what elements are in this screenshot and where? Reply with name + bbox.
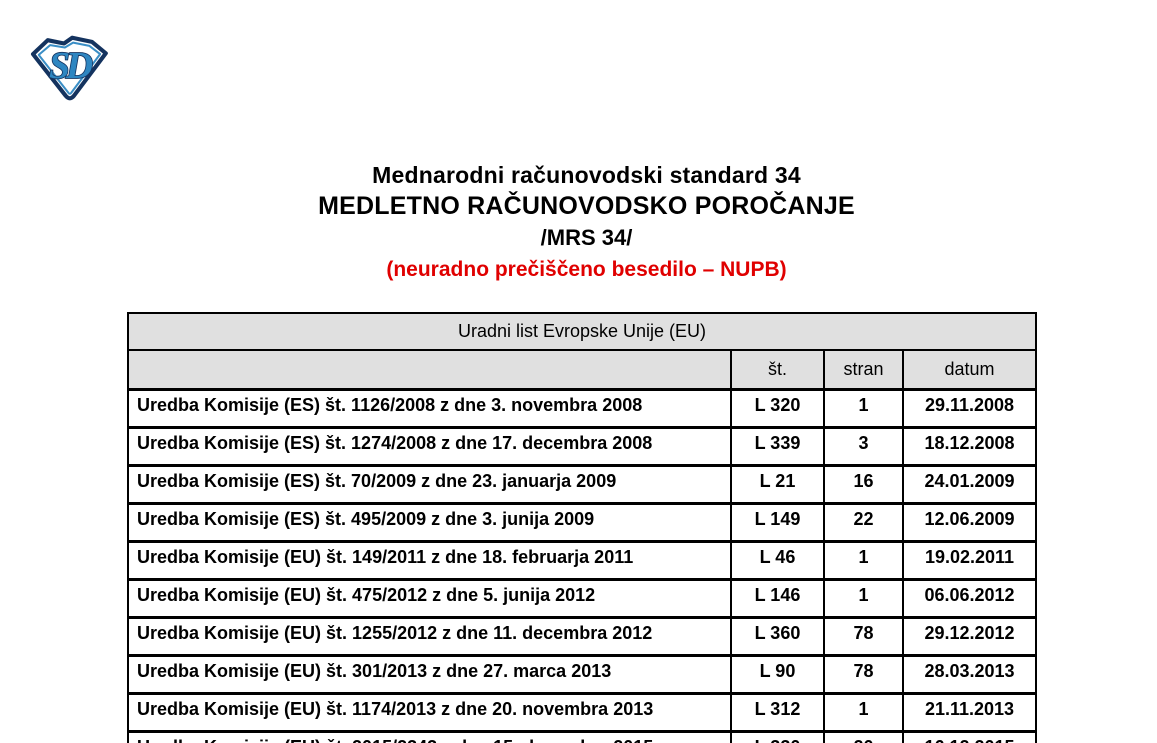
shield-inner-line [37, 41, 102, 95]
cell-datum: 06.06.2012 [901, 577, 1038, 619]
cell-datum: 29.11.2008 [901, 387, 1038, 429]
cell-stran: 1 [823, 539, 904, 581]
document-title-line2: MEDLETNO RAČUNOVODSKO POROČANJE [318, 192, 855, 220]
column-header-st: št. [730, 349, 825, 390]
cell-act: Uredba Komisije (ES) št. 1126/2008 z dne… [127, 387, 732, 429]
cell-st: L 360 [730, 615, 825, 657]
document-title-line3: /MRS 34/ [540, 225, 633, 250]
cell-datum: 29.12.2012 [901, 615, 1038, 657]
document-subtitle: (neuradno prečiščeno besedilo – NUPB) [386, 258, 787, 281]
cell-act: Uredba Komisije (EU) št. 1255/2012 z dne… [127, 615, 732, 657]
cell-act: Uredba Komisije (ES) št. 70/2009 z dne 2… [127, 463, 732, 505]
column-header-datum: datum [901, 349, 1038, 390]
table-caption-row: Uradni list Evropske Unije (EU) [126, 312, 1038, 351]
cell-datum: 18.12.2008 [901, 425, 1038, 467]
cell-stran: 22 [823, 501, 904, 543]
column-header-act [127, 349, 732, 390]
table-column-header-row: št. stran datum [127, 349, 1038, 390]
shield-shape [30, 35, 108, 101]
cell-datum: 16.12.2015 [901, 729, 1038, 743]
cell-st: L 46 [730, 539, 825, 581]
cell-act: Uredba Komisije (EU) št. 149/2011 z dne … [127, 539, 732, 581]
table-row: Uredba Komisije (EU) št. 475/2012 z dne … [127, 577, 1038, 619]
table-row: Uredba Komisije (EU) št. 149/2011 z dne … [127, 539, 1038, 581]
table-row: Uredba Komisije (EU) št. 2015/2343 z dne… [127, 729, 1038, 743]
cell-datum: 12.06.2009 [901, 501, 1038, 543]
table-row: Uredba Komisije (ES) št. 1274/2008 z dne… [127, 425, 1038, 467]
cell-st: L 312 [730, 691, 825, 733]
cell-stran: 78 [823, 653, 904, 695]
cell-datum: 19.02.2011 [901, 539, 1038, 581]
cell-datum: 21.11.2013 [901, 691, 1038, 733]
column-header-stran: stran [823, 349, 904, 390]
cell-st: L 90 [730, 653, 825, 695]
document-title-line1: Mednarodni računovodski standard 34 [372, 162, 801, 188]
cell-st: L 330 [730, 729, 825, 743]
official-journal-table: Uradni list Evropske Unije (EU) št. stra… [126, 312, 1038, 743]
cell-stran: 16 [823, 463, 904, 505]
cell-st: L 146 [730, 577, 825, 619]
cell-st: L 320 [730, 387, 825, 429]
cell-stran: 1 [823, 577, 904, 619]
cell-stran: 78 [823, 615, 904, 657]
cell-act: Uredba Komisije (ES) št. 1274/2008 z dne… [127, 425, 732, 467]
logo-letters: SD [49, 45, 93, 87]
cell-datum: 24.01.2009 [901, 463, 1038, 505]
cell-act: Uredba Komisije (EU) št. 1174/2013 z dne… [127, 691, 732, 733]
cell-act: Uredba Komisije (EU) št. 301/2013 z dne … [127, 653, 732, 695]
cell-stran: 3 [823, 425, 904, 467]
cell-datum: 28.03.2013 [901, 653, 1038, 695]
cell-st: L 149 [730, 501, 825, 543]
cell-act: Uredba Komisije (EU) št. 475/2012 z dne … [127, 577, 732, 619]
title-block: Mednarodni računovodski standard 34 MEDL… [0, 160, 1157, 286]
table-row: Uredba Komisije (ES) št. 70/2009 z dne 2… [127, 463, 1038, 505]
table-row: Uredba Komisije (EU) št. 301/2013 z dne … [127, 653, 1038, 695]
table-row: Uredba Komisije (EU) št. 1255/2012 z dne… [127, 615, 1038, 657]
cell-stran: 1 [823, 691, 904, 733]
cell-act: Uredba Komisije (ES) št. 495/2009 z dne … [127, 501, 732, 543]
cell-act: Uredba Komisije (EU) št. 2015/2343 z dne… [127, 729, 732, 743]
cell-st: L 21 [730, 463, 825, 505]
table-row: Uredba Komisije (ES) št. 495/2009 z dne … [127, 501, 1038, 543]
cell-stran: 1 [823, 387, 904, 429]
table-caption: Uradni list Evropske Unije (EU) [126, 312, 1038, 351]
table-row: Uredba Komisije (ES) št. 1126/2008 z dne… [127, 387, 1038, 429]
sd-shield-logo: SD [30, 35, 108, 101]
table-row: Uredba Komisije (EU) št. 1174/2013 z dne… [127, 691, 1038, 733]
cell-st: L 339 [730, 425, 825, 467]
journal-table-body: Uredba Komisije (ES) št. 1126/2008 z dne… [127, 387, 1038, 743]
cell-stran: 20 [823, 729, 904, 743]
